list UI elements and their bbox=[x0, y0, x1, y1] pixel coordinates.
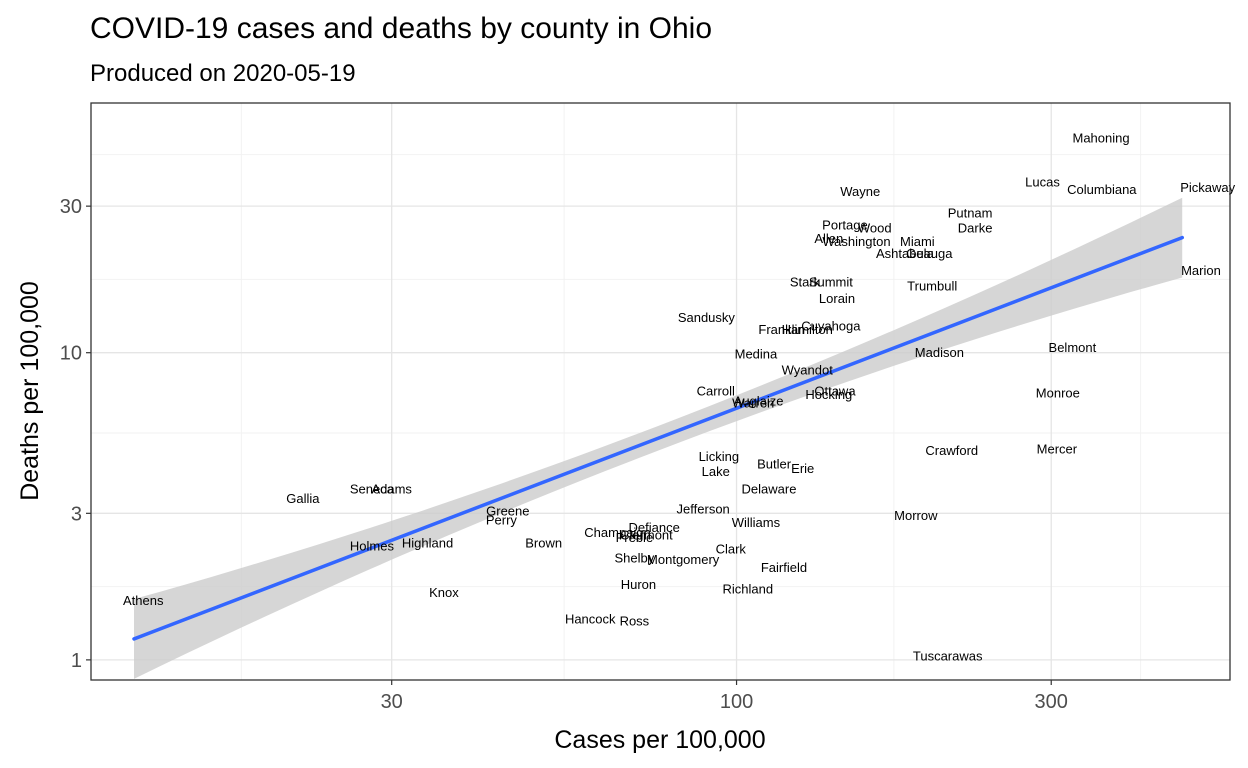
county-label: Geauga bbox=[906, 246, 953, 261]
y-tick-label: 1 bbox=[71, 650, 82, 672]
county-label: Ross bbox=[620, 613, 650, 628]
county-label: Putnam bbox=[948, 205, 993, 220]
county-label: Montgomery bbox=[647, 552, 720, 567]
county-label: Mahoning bbox=[1072, 131, 1129, 146]
county-label: Trumbull bbox=[907, 278, 957, 293]
major-gridlines bbox=[91, 103, 1230, 680]
chart-title: COVID-19 cases and deaths by county in O… bbox=[90, 12, 713, 45]
county-label: Lake bbox=[702, 464, 730, 479]
county-label: Marion bbox=[1181, 263, 1221, 278]
x-tick-label: 100 bbox=[720, 691, 753, 713]
county-label: Warren bbox=[732, 396, 774, 411]
county-label: Lucas bbox=[1025, 174, 1060, 189]
county-label: Jefferson bbox=[677, 501, 730, 516]
county-label: Adams bbox=[371, 481, 412, 496]
county-label: Allen bbox=[814, 231, 843, 246]
x-axis-ticks: 30 100 300 bbox=[381, 680, 1068, 713]
county-label: Delaware bbox=[742, 481, 797, 496]
county-label: Brown bbox=[525, 536, 562, 551]
x-tick-label: 30 bbox=[381, 691, 403, 713]
county-label: Greene bbox=[486, 504, 529, 519]
plot-border bbox=[90, 102, 1231, 681]
county-label: Ashtabula bbox=[876, 246, 935, 261]
county-label: Portage bbox=[822, 218, 868, 233]
x-tick-label: 300 bbox=[1035, 691, 1068, 713]
county-label: Carroll bbox=[697, 384, 735, 399]
county-label: Licking bbox=[699, 449, 739, 464]
county-label: Medina bbox=[735, 347, 778, 362]
y-axis-title: Deaths per 100,000 bbox=[16, 281, 44, 501]
y-tick-label: 30 bbox=[60, 196, 82, 218]
county-label: Hamilton bbox=[782, 322, 833, 337]
county-label: Auglaize bbox=[734, 394, 784, 409]
county-label: Madison bbox=[915, 345, 964, 360]
county-label: Summit bbox=[809, 274, 853, 289]
county-label: Franklin bbox=[758, 322, 804, 337]
trend-line bbox=[132, 235, 1184, 641]
county-label: Butler bbox=[757, 456, 792, 471]
county-label: Fairfield bbox=[761, 560, 807, 575]
county-labels: Mahoning Lucas Columbiana Pickaway Wayne Putn… bbox=[123, 131, 1236, 664]
county-label: Hancock bbox=[565, 611, 616, 626]
y-tick-label: 10 bbox=[60, 343, 82, 365]
y-tick-label: 3 bbox=[71, 503, 82, 525]
county-label: Pickaway bbox=[1180, 180, 1235, 195]
county-label: Wyandot bbox=[782, 362, 834, 377]
county-label: Crawford bbox=[925, 443, 978, 458]
county-label: Tuscarawas bbox=[913, 648, 983, 663]
county-label: Williams bbox=[732, 515, 781, 530]
county-label: Clermont bbox=[620, 528, 673, 543]
county-label: Wood bbox=[858, 220, 892, 235]
county-label: Highland bbox=[402, 536, 453, 551]
county-label: Ottawa bbox=[814, 384, 856, 399]
county-label: Sandusky bbox=[678, 310, 736, 325]
county-label: Cuyahoga bbox=[801, 319, 861, 334]
county-label: Clark bbox=[716, 541, 747, 556]
county-label: Preble bbox=[616, 530, 654, 545]
county-label: Belmont bbox=[1049, 340, 1097, 355]
county-label: Holmes bbox=[350, 538, 395, 553]
county-label: Hocking bbox=[805, 387, 852, 402]
county-label: Richland bbox=[722, 582, 773, 597]
county-label: Defiance bbox=[628, 520, 679, 535]
county-label: Knox bbox=[429, 585, 459, 600]
county-label: Columbiana bbox=[1067, 182, 1137, 197]
county-label: Washington bbox=[822, 234, 890, 249]
county-label: Morrow bbox=[894, 508, 938, 523]
x-axis-title: Cases per 100,000 bbox=[554, 726, 765, 754]
county-label: Athens bbox=[123, 593, 164, 608]
county-label: Seneca bbox=[350, 481, 395, 496]
county-label: Stark bbox=[790, 274, 821, 289]
county-label: Perry bbox=[486, 513, 518, 528]
county-label: Gallia bbox=[286, 491, 320, 506]
county-label: Shelby bbox=[615, 550, 655, 565]
y-axis-ticks: 1 3 10 30 bbox=[60, 196, 91, 672]
county-label: Erie bbox=[791, 461, 814, 476]
county-label: Lorain bbox=[819, 291, 855, 306]
county-label: Monroe bbox=[1036, 385, 1080, 400]
county-label: Mercer bbox=[1037, 442, 1078, 457]
county-label: Miami bbox=[900, 234, 935, 249]
county-label: Darke bbox=[958, 220, 993, 235]
county-label: Champaign bbox=[584, 525, 651, 540]
chart-subtitle: Produced on 2020-05-19 bbox=[90, 60, 356, 87]
county-label: Huron bbox=[621, 577, 656, 592]
county-label: Wayne bbox=[840, 184, 880, 199]
